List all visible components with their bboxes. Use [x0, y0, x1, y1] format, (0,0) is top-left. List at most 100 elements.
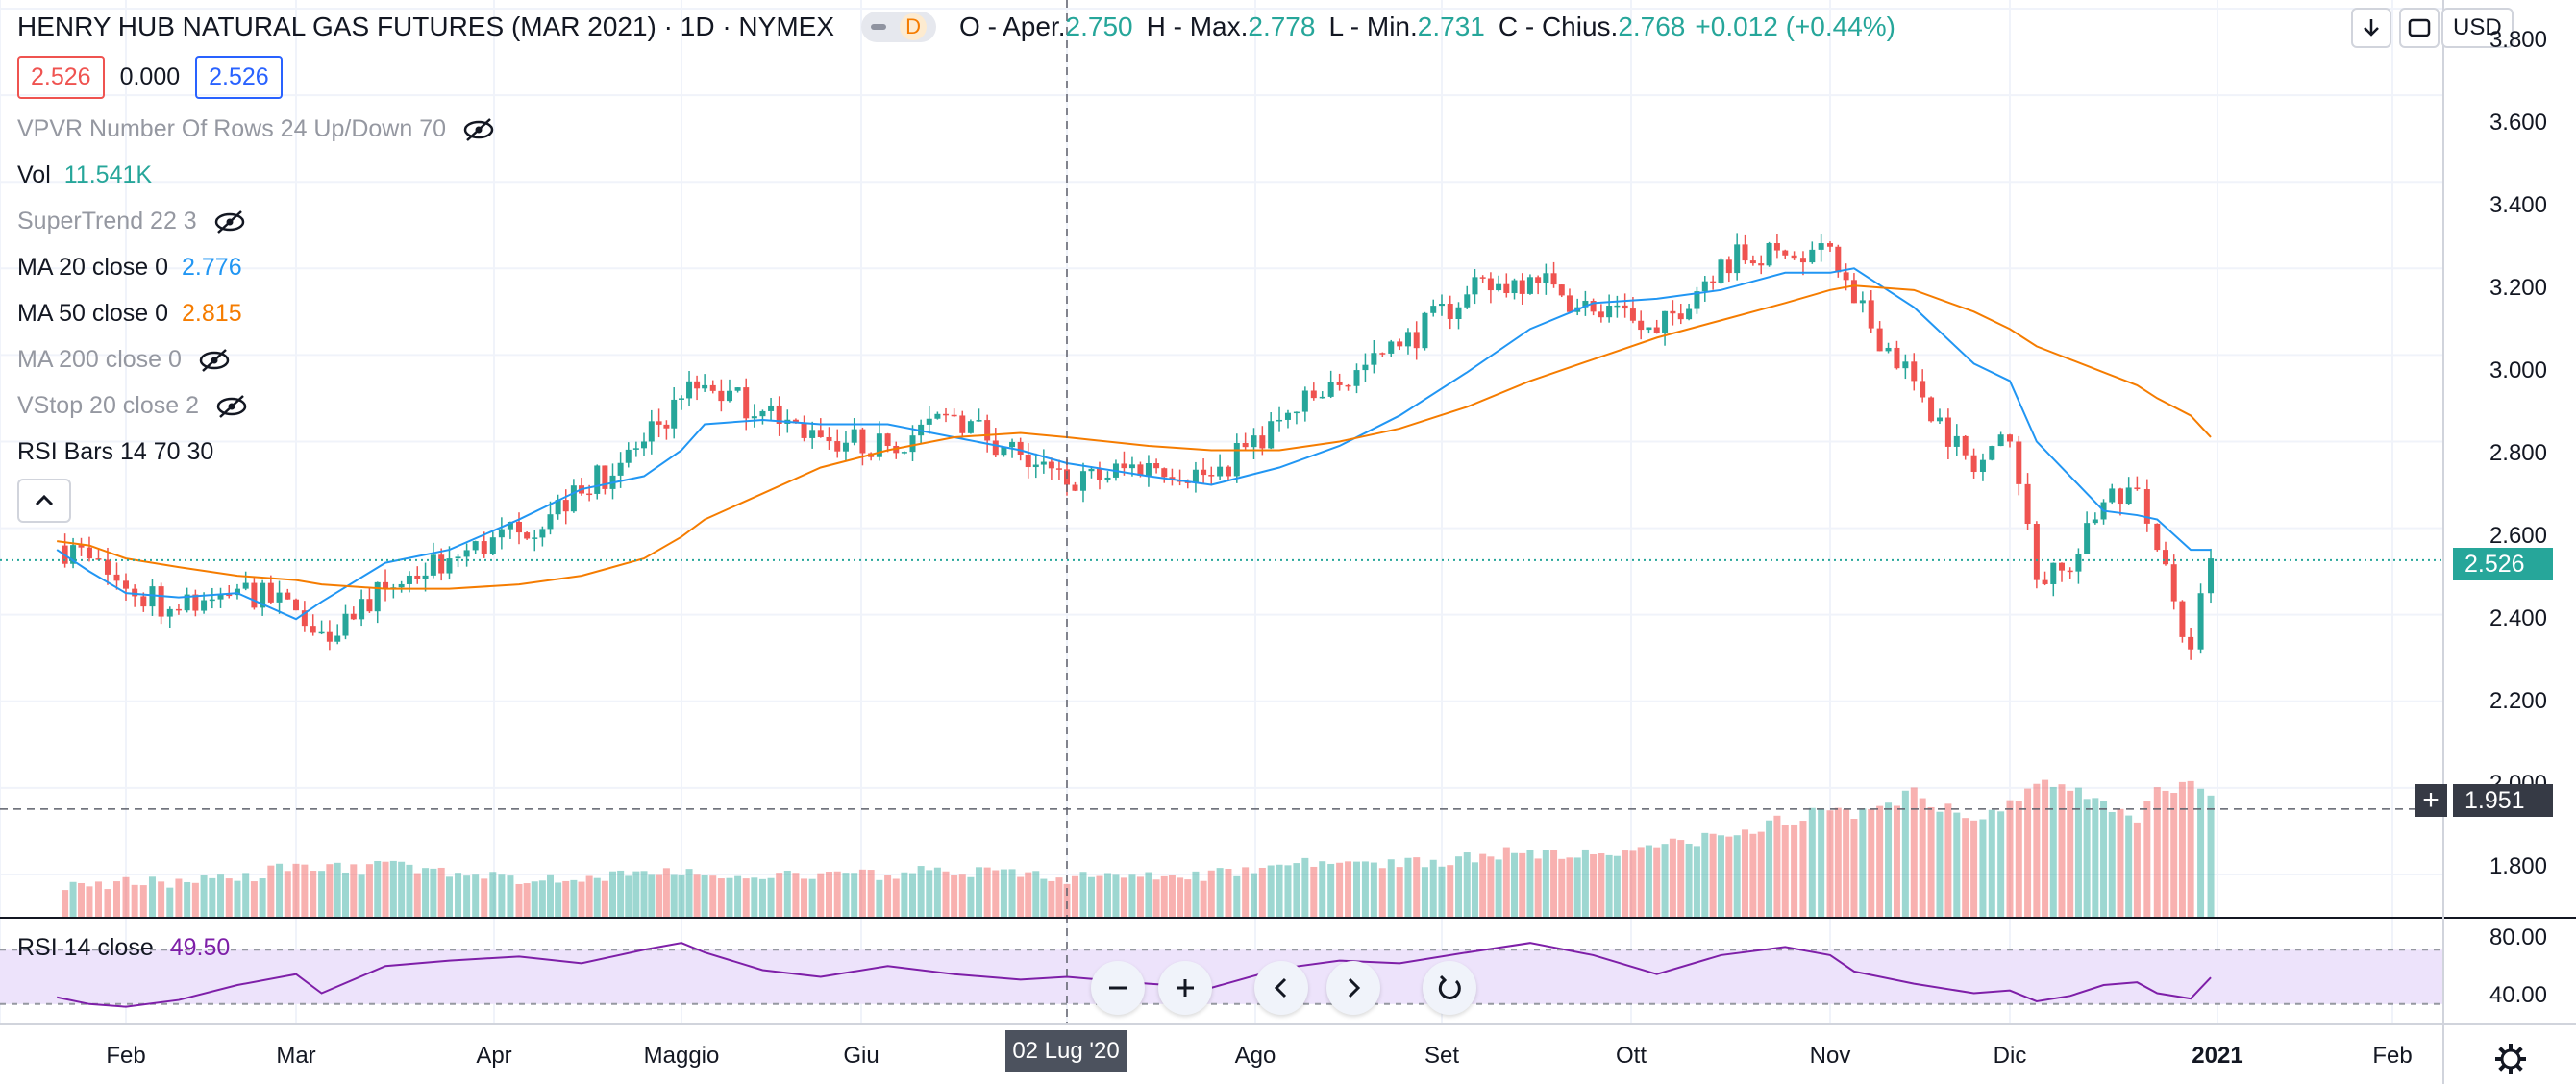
- volume-bar: [1079, 872, 1087, 918]
- indicator-ma50[interactable]: MA 50 close 0 2.815: [17, 300, 242, 328]
- candle-body: [734, 387, 741, 391]
- candle-body: [310, 626, 316, 633]
- candle-body: [951, 414, 957, 417]
- candle-body: [1301, 390, 1308, 412]
- candle-body: [759, 410, 766, 417]
- volume-bar: [2100, 801, 2108, 918]
- eye-slash-icon[interactable]: [212, 394, 251, 419]
- volume-bar: [1970, 820, 1978, 918]
- scroll-right-button[interactable]: [1326, 961, 1380, 1015]
- candle-body: [959, 415, 966, 433]
- indicator-vstop[interactable]: VStop 20 close 2: [17, 392, 251, 420]
- download-button[interactable]: [2351, 8, 2391, 48]
- candle-body: [2154, 523, 2161, 551]
- candle-body: [702, 384, 708, 389]
- delay-badge[interactable]: D: [861, 12, 937, 42]
- candle-body: [1646, 327, 1652, 331]
- volume-bar: [901, 872, 908, 918]
- collapse-legend-button[interactable]: [17, 479, 71, 523]
- scroll-left-button[interactable]: [1254, 961, 1308, 1015]
- indicator-vpvr-label: VPVR Number Of Rows 24 Up/Down 70: [17, 115, 447, 142]
- volume-bar: [1128, 874, 1136, 918]
- volume-bar: [217, 874, 225, 918]
- candle-body: [472, 541, 479, 551]
- indicator-ma20-value: 2.776: [182, 254, 242, 281]
- volume-bar: [632, 871, 640, 918]
- rsi-legend[interactable]: RSI 14 close 49.50: [17, 934, 230, 962]
- indicator-vol-value: 11.541K: [63, 161, 153, 188]
- volume-bar: [2024, 788, 2032, 918]
- volume-bar: [992, 870, 1000, 918]
- volume-bar: [776, 873, 783, 918]
- indicator-vpvr[interactable]: VPVR Number Of Rows 24 Up/Down 70: [17, 115, 498, 143]
- volume-bar: [1944, 803, 1952, 918]
- volume-bar: [62, 890, 69, 918]
- candle-body: [555, 500, 561, 515]
- volume-bar: [334, 862, 341, 918]
- volume-bar: [593, 877, 601, 918]
- eye-slash-icon[interactable]: [195, 348, 234, 373]
- candle-body: [1496, 283, 1502, 291]
- candle-body: [175, 608, 182, 611]
- volume-bar: [1145, 872, 1152, 918]
- fullscreen-button[interactable]: [2399, 8, 2440, 48]
- currency-button[interactable]: USD: [2441, 8, 2514, 48]
- indicator-vol[interactable]: Vol 11.541K: [17, 161, 152, 189]
- volume-bar: [678, 874, 685, 918]
- sell-price-box[interactable]: 2.526: [17, 56, 105, 99]
- chart-header: HENRY HUB NATURAL GAS FUTURES (MAR 2021)…: [17, 8, 1895, 46]
- candle-body: [1072, 484, 1078, 491]
- volume-bar: [1953, 812, 1961, 918]
- indicator-ma20[interactable]: MA 20 close 0 2.776: [17, 254, 242, 282]
- candle-body: [1327, 382, 1334, 397]
- price-boxes: 2.526 0.000 2.526: [17, 56, 283, 99]
- indicator-ma50-value: 2.815: [182, 300, 242, 327]
- candle-body: [414, 575, 421, 579]
- volume-bar: [1799, 821, 1807, 918]
- zoom-in-button[interactable]: [1158, 961, 1212, 1015]
- candle-body: [2117, 488, 2123, 505]
- volume-bar: [709, 875, 717, 918]
- eye-slash-icon[interactable]: [459, 117, 498, 142]
- indicator-supertrend[interactable]: SuperTrend 22 3: [17, 208, 249, 235]
- buy-price-box[interactable]: 2.526: [195, 56, 283, 99]
- price-axis-label: 2.200: [2489, 688, 2547, 714]
- volume-bar: [1177, 877, 1184, 918]
- volume-bar: [585, 875, 593, 918]
- candle-body: [359, 599, 365, 620]
- rsi-band: [0, 948, 2443, 1005]
- eye-slash-icon[interactable]: [211, 209, 249, 234]
- candle-body: [743, 387, 750, 419]
- indicator-rsi-bars[interactable]: RSI Bars 14 70 30: [17, 438, 213, 466]
- candle-body: [1710, 281, 1717, 283]
- volume-bar: [122, 876, 130, 918]
- candle-body: [2016, 441, 2022, 484]
- indicator-ma200[interactable]: MA 200 close 0: [17, 346, 234, 374]
- candle-body: [934, 413, 941, 419]
- symbol-title[interactable]: HENRY HUB NATURAL GAS FUTURES (MAR 2021)…: [17, 12, 835, 41]
- volume-bar: [867, 870, 875, 918]
- candle-body: [1718, 259, 1724, 283]
- volume-bar: [1479, 853, 1487, 918]
- volume-bar: [1361, 861, 1369, 918]
- volume-bar: [1055, 877, 1063, 918]
- candle-body: [976, 420, 982, 422]
- settings-button[interactable]: [2491, 1040, 2530, 1078]
- candle-body: [1920, 381, 1926, 398]
- volume-bar: [1818, 808, 1825, 918]
- candle-body: [694, 381, 701, 389]
- reset-chart-button[interactable]: [1423, 961, 1476, 1015]
- candle-body: [1319, 396, 1325, 399]
- candle-body: [817, 430, 824, 437]
- candle-body: [516, 521, 522, 533]
- indicator-ma200-label: MA 200 close 0: [17, 346, 182, 373]
- rsi-legend-label: RSI 14 close: [17, 934, 154, 961]
- zoom-out-button[interactable]: [1091, 961, 1145, 1015]
- add-alert-plus-icon[interactable]: +: [2415, 784, 2447, 817]
- indicator-ma20-label: MA 20 close 0: [17, 254, 169, 281]
- volume-bar: [2162, 790, 2169, 918]
- candle-body: [1997, 434, 2004, 447]
- ma50-line: [57, 284, 2212, 590]
- candle-body: [1009, 441, 1016, 448]
